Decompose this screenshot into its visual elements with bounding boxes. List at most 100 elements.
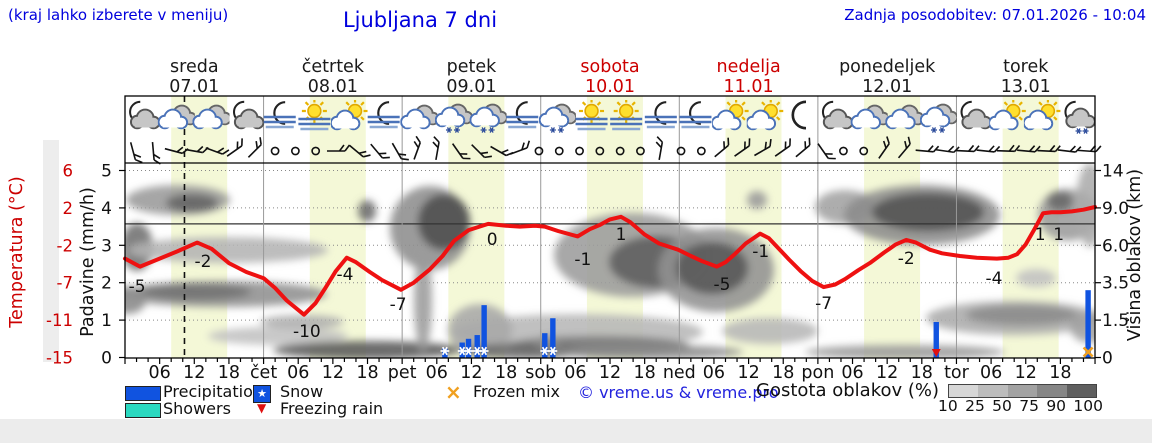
colorbar-stop-label: 50 <box>992 397 1012 415</box>
svg-text:-2: -2 <box>57 236 73 255</box>
svg-text:18: 18 <box>495 363 517 383</box>
weather-icon-sun-cloud <box>1023 100 1061 131</box>
snow-marker <box>540 346 550 356</box>
snow-marker <box>479 346 489 356</box>
svg-text:06: 06 <box>703 363 725 383</box>
svg-text:-1: -1 <box>752 242 769 262</box>
svg-text:12: 12 <box>183 363 205 383</box>
svg-text:sobota: sobota <box>580 57 639 77</box>
weather-icon-sun-cloud <box>746 100 784 131</box>
weather-icon-sun-cloud <box>989 100 1026 131</box>
snow-marker <box>464 346 473 356</box>
weather-icon-sun-cloud <box>712 100 749 131</box>
snow-marker <box>440 346 450 356</box>
svg-text:06: 06 <box>980 363 1002 383</box>
svg-text:2: 2 <box>101 274 112 294</box>
svg-text:07.01: 07.01 <box>169 77 219 97</box>
svg-text:-7: -7 <box>815 294 832 314</box>
svg-text:ponedeljek: ponedeljek <box>839 57 936 77</box>
svg-text:0: 0 <box>487 230 498 250</box>
svg-text:06: 06 <box>149 363 171 383</box>
svg-text:6: 6 <box>63 162 74 181</box>
svg-text:pon: pon <box>801 363 834 383</box>
svg-text:12: 12 <box>737 363 759 383</box>
svg-text:1.5: 1.5 <box>1102 311 1129 331</box>
legend-freezing-rain: Freezing rain <box>280 399 384 418</box>
svg-text:1: 1 <box>1035 225 1046 245</box>
svg-text:06: 06 <box>287 363 309 383</box>
temperature-axis-title: Temperatura (°C) <box>7 176 27 328</box>
weather-icon-moon <box>791 100 807 130</box>
svg-text:06: 06 <box>564 363 586 383</box>
svg-text:09.01: 09.01 <box>446 77 496 97</box>
svg-text:9.0: 9.0 <box>1102 199 1129 219</box>
svg-text:sob: sob <box>525 363 556 383</box>
svg-text:sreda: sreda <box>170 57 219 77</box>
svg-text:-1: -1 <box>574 250 591 270</box>
svg-text:08.01: 08.01 <box>308 77 358 97</box>
legend-frozen-mix: Frozen mix <box>473 382 561 401</box>
svg-text:četrtek: četrtek <box>302 57 365 77</box>
location-hint: (kraj lahko izberete v meniju) <box>8 6 229 24</box>
svg-text:0: 0 <box>1102 349 1113 369</box>
weather-icon-cloud <box>192 104 230 130</box>
precipitation-axis-ticks: 5 4 3 2 1 0 <box>101 162 112 369</box>
cloud-height-axis-ticks: 14 9.0 6.0 3.5 1.5 0 <box>1102 162 1129 369</box>
svg-text:-2: -2 <box>194 252 211 272</box>
weather-icon-sun-cloud <box>331 100 368 131</box>
svg-text:0: 0 <box>101 349 112 369</box>
colorbar-segment <box>1066 385 1097 397</box>
copyright-link[interactable]: © vreme.us & vreme.pro <box>578 383 779 402</box>
weather-icon-fog-moon <box>367 101 400 129</box>
svg-text:-4: -4 <box>986 269 1003 289</box>
svg-text:18: 18 <box>911 363 933 383</box>
weather-icons-row <box>129 100 1096 134</box>
svg-text:-11: -11 <box>46 311 73 330</box>
svg-text:18: 18 <box>772 363 794 383</box>
precipitation-axis-title: Padavine (mm/h) <box>78 187 98 337</box>
svg-text:-7: -7 <box>57 274 73 293</box>
weather-icon-moon-cloud <box>233 100 265 130</box>
svg-text:1: 1 <box>101 311 112 331</box>
weather-icon-sun-fog <box>610 100 643 131</box>
weather-icon-moon-cloud <box>822 100 854 130</box>
svg-text:nedelja: nedelja <box>716 57 780 77</box>
colorbar-segment <box>978 385 1008 397</box>
svg-text:-15: -15 <box>46 349 73 368</box>
svg-text:ned: ned <box>663 363 696 383</box>
svg-text:3: 3 <box>101 236 112 256</box>
weather-icon-fog-moon <box>644 101 677 129</box>
weather-icon-moon-cloud <box>960 100 992 130</box>
svg-text:18: 18 <box>218 363 240 383</box>
colorbar-stop-label: 100 <box>1073 397 1103 415</box>
wind-barbs-row <box>129 135 1102 165</box>
weather-icon-cloud <box>157 104 195 130</box>
bottom-gray-stripe <box>0 419 1152 443</box>
svg-text:12: 12 <box>876 363 898 383</box>
colorbar-segment <box>1007 385 1038 397</box>
svg-text:18: 18 <box>356 363 378 383</box>
svg-text:čet: čet <box>250 363 277 383</box>
showers-swatch <box>125 403 161 418</box>
colorbar-stop-label: 10 <box>938 397 958 415</box>
svg-text:11.01: 11.01 <box>724 77 774 97</box>
cloud-density-label: Gostota oblakov (%) <box>756 380 940 401</box>
precip-type-markers <box>440 346 1094 358</box>
cloud-density-stops: 10 25 50 75 90 100 <box>938 397 1103 415</box>
weather-icon-cloud-snow <box>919 103 957 133</box>
last-update-label: Zadnja posodobitev: 07.01.2026 - 10:04 <box>844 6 1146 24</box>
weather-icon-cloud-snow <box>434 103 472 133</box>
weather-icon-sun-fog <box>298 100 331 131</box>
svg-text:-5: -5 <box>714 275 731 295</box>
axis-tick-marks <box>119 169 1101 364</box>
weather-icon-cloud <box>400 104 438 130</box>
colorbar-stop-label: 75 <box>1019 397 1039 415</box>
svg-text:4: 4 <box>101 199 112 219</box>
svg-text:12: 12 <box>1015 363 1037 383</box>
svg-text:14: 14 <box>1102 162 1124 182</box>
svg-text:12: 12 <box>599 363 621 383</box>
svg-text:12: 12 <box>460 363 482 383</box>
